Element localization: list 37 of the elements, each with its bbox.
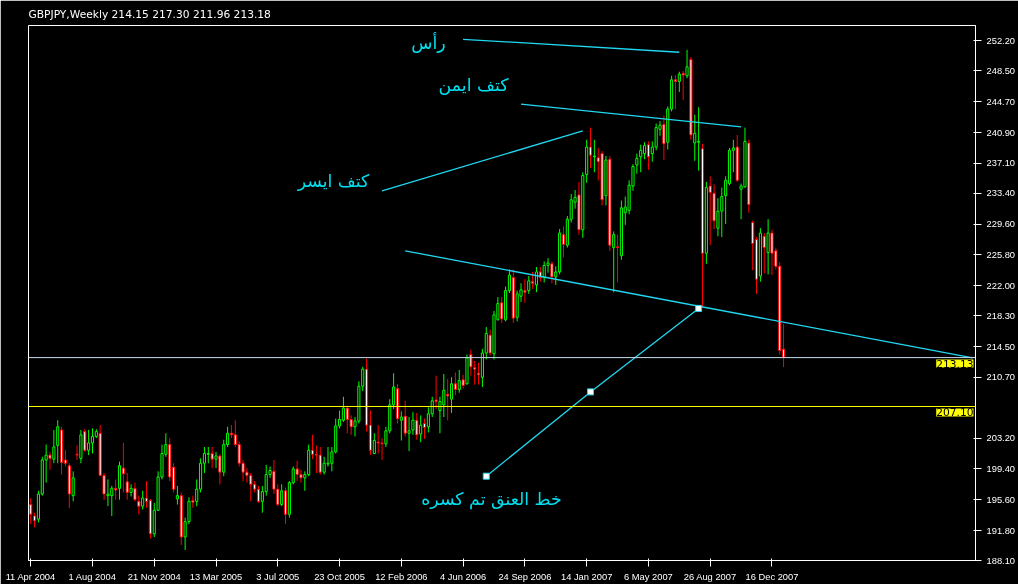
y-tick-label: 199.40: [986, 463, 1016, 474]
y-tick-label: 248.50: [986, 65, 1016, 76]
x-tick-label: 11 Apr 2004: [5, 571, 56, 582]
y-tick-label: 244.70: [986, 96, 1016, 107]
ref-line-label: 213.13: [936, 357, 974, 371]
y-tick-label: 233.40: [986, 188, 1016, 199]
y-tick-label: 218.30: [986, 310, 1016, 321]
annotation: كتف ايمن: [438, 74, 510, 95]
y-tick-label: 214.50: [986, 341, 1016, 352]
x-tick-label: 24 Sep 2006: [498, 571, 552, 582]
y-tick-label: 252.20: [986, 35, 1016, 46]
y-tick-label: 237.10: [986, 158, 1016, 169]
annotation: خط العنق تم كسره: [421, 488, 562, 510]
y-tick-label: 222.00: [986, 280, 1016, 291]
chart-title: GBPJPY,Weekly 214.15 217.30 211.96 213.18: [28, 7, 272, 21]
y-tick-label: 191.80: [986, 525, 1016, 536]
x-tick-label: 26 Aug 2007: [683, 571, 737, 582]
y-tick-label: 195.60: [986, 494, 1016, 505]
x-tick-label: 23 Oct 2005: [314, 571, 365, 582]
y-tick-label: 229.60: [986, 219, 1016, 230]
y-tick-label: 203.20: [986, 433, 1016, 444]
annotation: رأس: [411, 31, 446, 53]
x-tick-label: 4 Jun 2006: [440, 571, 487, 582]
y-tick-label: 240.90: [986, 127, 1016, 138]
x-tick-label: 13 Mar 2005: [189, 571, 243, 582]
x-tick-label: 3 Jul 2005: [256, 571, 300, 582]
x-tick-label: 21 Nov 2004: [127, 571, 181, 582]
x-tick-label: 16 Dec 2007: [745, 571, 799, 582]
x-tick-label: 12 Feb 2006: [375, 571, 428, 582]
ref-line-label: 207.10: [936, 406, 974, 420]
x-tick-label: 6 May 2007: [624, 571, 673, 582]
y-tick-label: 188.10: [986, 555, 1016, 566]
y-tick-label: 225.80: [986, 249, 1016, 260]
annotation: كتف ايسر: [296, 170, 371, 191]
y-tick-label: 210.70: [986, 372, 1016, 383]
x-tick-label: 14 Jan 2007: [560, 571, 613, 582]
x-tick-label: 1 Aug 2004: [68, 571, 116, 582]
